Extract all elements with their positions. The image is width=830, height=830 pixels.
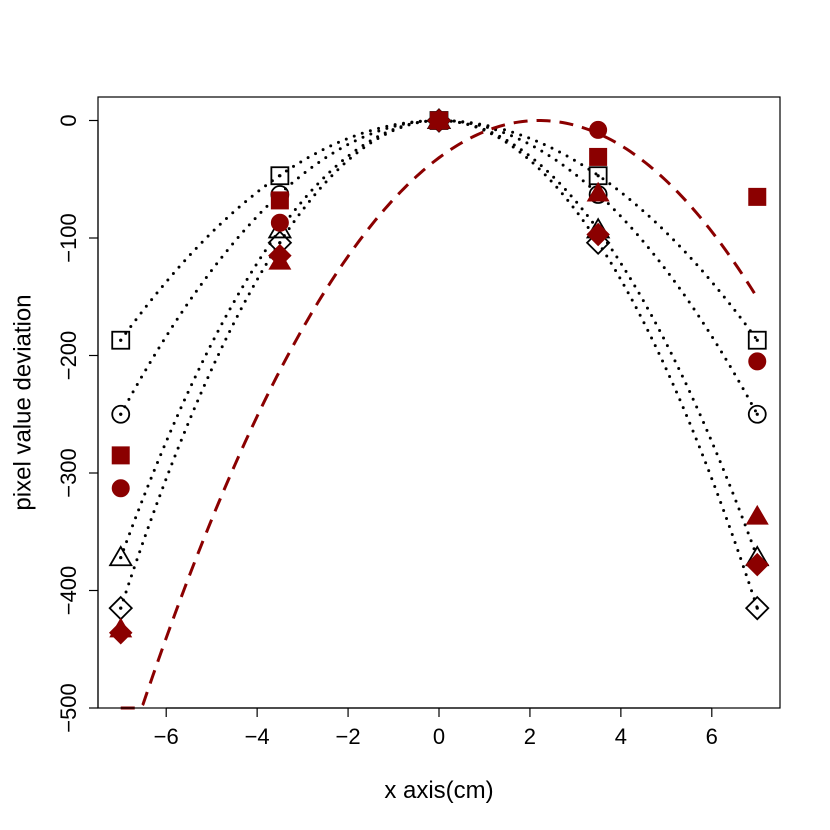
data-point-triangle	[108, 545, 133, 567]
data-point-circle	[270, 213, 289, 232]
x-tick-label: −6	[154, 724, 179, 749]
data-point-square	[589, 147, 608, 166]
y-tick-label: −200	[56, 331, 81, 381]
data-point-circle	[747, 404, 767, 424]
data-point-triangle	[586, 181, 610, 202]
fit-curves	[119, 118, 759, 710]
fit-curve-dashed	[120, 119, 759, 710]
data-point-circle	[111, 479, 130, 498]
y-axis-label: pixel value deviation	[9, 294, 36, 510]
fit-curve-dotted	[119, 118, 759, 610]
data-point-diamond	[268, 243, 292, 268]
data-point-circle	[748, 352, 767, 371]
x-tick-label: −2	[336, 724, 361, 749]
data-point-diamond	[108, 621, 133, 645]
data-point-square	[747, 330, 767, 350]
y-tick-label: −400	[56, 566, 81, 616]
data-point-diamond	[108, 595, 134, 621]
x-tick-label: 0	[433, 724, 445, 749]
fit-curve-dotted	[119, 118, 759, 416]
x-tick-label: 4	[615, 724, 627, 749]
data-point-square	[111, 446, 130, 465]
data-point-triangle	[745, 504, 769, 525]
x-tick-label: 2	[524, 724, 536, 749]
data-point-square	[111, 330, 131, 350]
data-point-diamond	[744, 595, 770, 621]
y-tick-label: −500	[56, 683, 81, 733]
data-point-circle	[589, 120, 608, 139]
data-point-square	[748, 187, 767, 206]
data-point-circle	[111, 404, 131, 424]
x-tick-label: −4	[245, 724, 270, 749]
fit-curve-dotted	[119, 118, 759, 342]
data-point-diamond	[427, 108, 451, 133]
x-axis: −6 −4 −2 0 2 4 6	[154, 707, 718, 749]
data-point-square	[588, 166, 608, 186]
data-point-diamond	[745, 552, 770, 577]
data-point-square	[270, 191, 289, 210]
plot-frame	[97, 96, 781, 709]
y-axis: −500 −400 −300 −200 −100 0	[56, 114, 99, 733]
y-tick-label: −300	[56, 448, 81, 498]
x-axis-label: x axis(cm)	[384, 777, 493, 804]
data-point-diamond	[586, 222, 610, 247]
data-points	[108, 108, 770, 645]
fit-curve-dotted	[119, 118, 759, 560]
x-tick-label: 6	[706, 724, 718, 749]
y-tick-label: 0	[56, 114, 81, 126]
data-point-square	[270, 166, 290, 186]
y-tick-label: −100	[56, 213, 81, 263]
